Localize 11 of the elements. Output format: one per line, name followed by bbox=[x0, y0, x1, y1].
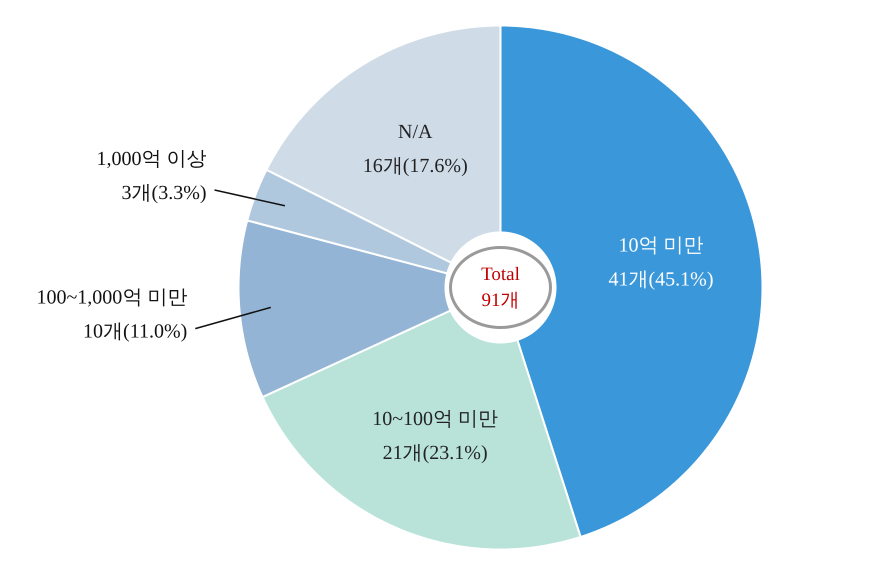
slice-label: 10~100억 미만 bbox=[372, 408, 498, 430]
text: Total 91개 bbox=[481, 264, 520, 311]
data-label: 41개(45.1%) bbox=[608, 268, 714, 290]
data-label: 21개(23.1%) bbox=[382, 442, 488, 464]
data-label: 10개(11.0%) bbox=[83, 320, 188, 343]
slice-label: 1,000억 이상 bbox=[96, 148, 207, 170]
slice-label: 100~1,000억 미만 bbox=[36, 286, 188, 309]
data-label: 16개(17.6%) bbox=[362, 155, 468, 178]
slice-label: N/A bbox=[398, 121, 434, 144]
data-label: 3개(3.3%) bbox=[122, 182, 207, 204]
slice-label: 10억 미만 bbox=[618, 234, 704, 256]
